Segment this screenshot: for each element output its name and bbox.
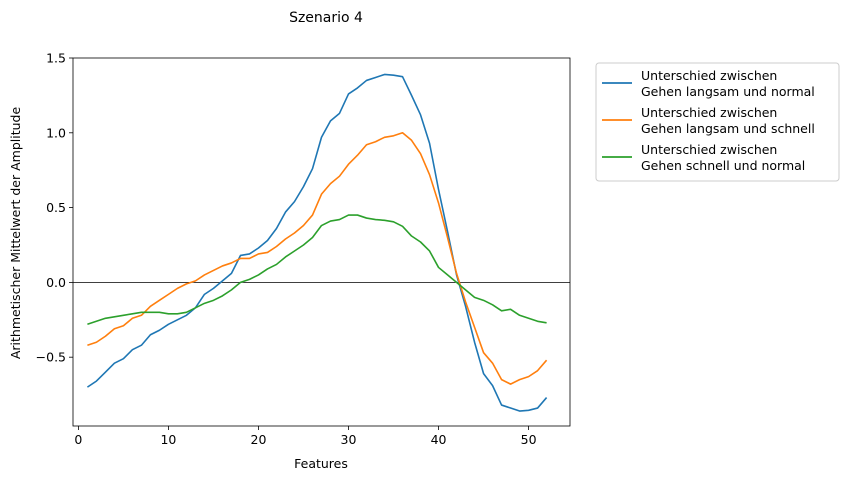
- chart-title: Szenario 4: [289, 10, 363, 26]
- y-tick-label: −0.5: [36, 350, 66, 365]
- y-tick-label: 0.5: [46, 200, 66, 215]
- series-line-1: [86, 73, 548, 412]
- x-tick-label: 50: [521, 432, 537, 447]
- y-axis-label: Arithmetischer Mittelwert der Amplitude: [8, 107, 23, 360]
- y-tick-label: 0.0: [46, 275, 66, 290]
- x-tick-label: 0: [74, 432, 82, 447]
- x-axis-label: Features: [294, 456, 348, 471]
- y-tick-label: 1.5: [46, 51, 66, 66]
- legend-label-1-line-2: Gehen langsam und normal: [641, 84, 815, 99]
- x-tick-label: 30: [341, 432, 357, 447]
- legend-box: [595, 62, 840, 182]
- legend-label-3-line-2: Gehen schnell und normal: [641, 158, 805, 173]
- legend-label-2-line-2: Gehen langsam und schnell: [641, 121, 815, 136]
- legend-label-1-line-1: Unterschied zwischen: [641, 68, 777, 83]
- y-tick-label: 1.0: [46, 125, 66, 140]
- axes-frame: [72, 57, 571, 427]
- x-tick-label: 20: [251, 432, 267, 447]
- plot-area: 0 10 20 30 40 50 −0.5 0.0 0.5 1.0 1.5: [36, 51, 571, 447]
- x-tick-label: 10: [160, 432, 176, 447]
- series-line-3: [87, 214, 547, 326]
- x-tick-label: 40: [431, 432, 447, 447]
- legend-label-2-line-1: Unterschied zwischen: [641, 105, 777, 120]
- legend-label-3-line-1: Unterschied zwischen: [641, 142, 777, 157]
- series-line-2: [87, 132, 548, 385]
